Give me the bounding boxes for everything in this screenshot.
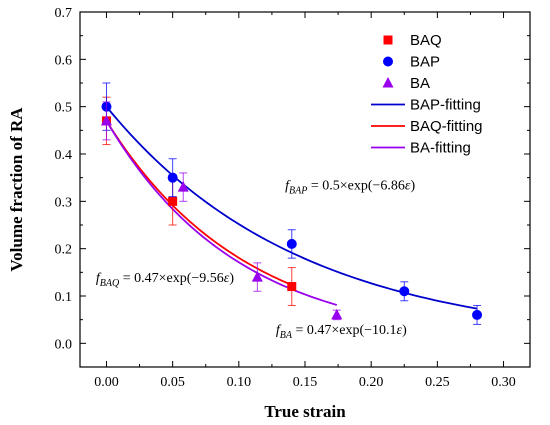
data-point-ba bbox=[177, 181, 189, 192]
x-tick-label: 0.15 bbox=[293, 375, 318, 390]
data-point-baq bbox=[287, 282, 297, 292]
x-tick-label: 0.05 bbox=[160, 375, 185, 390]
fit-equation-baq: fBAQ = 0.47×exp(−9.56ε) bbox=[96, 271, 234, 289]
y-tick-label: 0.2 bbox=[55, 243, 73, 258]
x-tick-label: 0.25 bbox=[425, 375, 450, 390]
data-point-bap bbox=[286, 238, 297, 249]
data-point-bap bbox=[472, 309, 483, 320]
x-tick-label: 0.10 bbox=[227, 375, 252, 390]
legend-label-baq: BAQ bbox=[410, 32, 442, 49]
legend-label-ba: BA bbox=[410, 75, 430, 92]
y-tick-label: 0.5 bbox=[55, 101, 73, 116]
legend-label-bap-fitting: BAP-fitting bbox=[410, 97, 481, 114]
x-tick-label: 0.30 bbox=[491, 375, 516, 390]
data-point-ba bbox=[251, 271, 263, 282]
fit-equation-bap: fBAP = 0.5×exp(−6.86ε) bbox=[285, 179, 415, 197]
data-point-ba bbox=[331, 308, 343, 320]
y-axis-title: Volume fraction of RA bbox=[7, 107, 26, 272]
y-tick-label: 0.1 bbox=[55, 290, 73, 305]
legend-marker-baq bbox=[383, 35, 393, 45]
x-axis-title: True strain bbox=[264, 402, 346, 421]
data-point-bap bbox=[399, 286, 410, 297]
y-tick-label: 0.4 bbox=[55, 148, 73, 163]
fit-line-baq-fitting bbox=[105, 120, 293, 286]
legend-marker-bap bbox=[383, 56, 393, 67]
x-tick-label: 0.20 bbox=[359, 375, 384, 390]
legend-label-baq-fitting: BAQ-fitting bbox=[410, 118, 483, 135]
legend: BAQ BAP BA BAP-fitting BAQ-fitting BA-fitting bbox=[371, 32, 483, 157]
data-point-ba bbox=[100, 114, 112, 126]
data-point-bap bbox=[167, 172, 178, 183]
data-point-baq bbox=[168, 196, 178, 206]
legend-marker-ba bbox=[382, 77, 394, 88]
y-tick-label: 0.0 bbox=[55, 337, 73, 352]
fit-line-ba-fitting bbox=[105, 120, 338, 306]
x-tick-label: 0.00 bbox=[94, 375, 119, 390]
y-tick-label: 0.6 bbox=[55, 53, 73, 68]
legend-label-ba-fitting: BA-fitting bbox=[410, 140, 471, 157]
legend-label-bap: BAP bbox=[410, 54, 440, 71]
fit-equation-ba: fBA = 0.47×exp(−10.1ε) bbox=[276, 323, 407, 341]
y-tick-label: 0.3 bbox=[55, 195, 73, 210]
y-tick-label: 0.7 bbox=[55, 6, 73, 21]
